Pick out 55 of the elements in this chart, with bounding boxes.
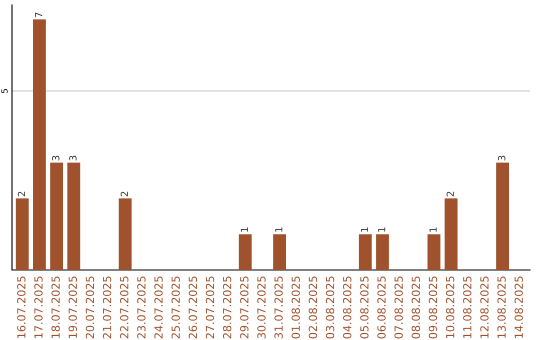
- x-tick-label: 16.07.2025: [17, 276, 26, 338]
- x-tick-label: 05.08.2025: [360, 276, 369, 338]
- data-label: 2: [18, 192, 25, 196]
- bar: [358, 234, 372, 270]
- x-tick-label: 29.07.2025: [240, 276, 248, 338]
- x-tick-label: 03.08.2025: [326, 276, 334, 338]
- x-tick-label: 19.07.2025: [68, 276, 77, 338]
- bar: [67, 162, 80, 270]
- data-label: 7: [35, 12, 42, 18]
- x-tick-label: 14.08.2025: [514, 276, 523, 338]
- x-tick-label: 09.08.2025: [428, 276, 438, 338]
- data-label: 1: [275, 228, 282, 232]
- bar: [16, 198, 29, 270]
- data-label: 1: [378, 228, 386, 232]
- x-tick-label: 23.07.2025: [137, 276, 146, 338]
- x-tick-label: 30.07.2025: [257, 276, 266, 338]
- bar: [50, 162, 64, 270]
- x-tick-label: 04.08.2025: [343, 276, 352, 338]
- data-label: 3: [498, 156, 506, 160]
- x-tick-label: 01.08.2025: [292, 276, 300, 338]
- x-tick-label: 10.08.2025: [446, 276, 454, 338]
- bar: [428, 234, 440, 270]
- data-label: 2: [446, 192, 454, 196]
- y-tick-label: 5: [1, 89, 8, 93]
- x-tick-label: 07.08.2025: [394, 276, 403, 338]
- x-tick-label: 21.07.2025: [102, 276, 112, 338]
- x-tick-label: 24.07.2025: [154, 276, 163, 338]
- bar: [238, 234, 252, 270]
- x-tick-label: 27.07.2025: [206, 276, 214, 338]
- x-tick-label: 02.08.2025: [308, 276, 318, 338]
- x-tick-label: 31.07.2025: [274, 276, 283, 338]
- bar: [496, 162, 509, 270]
- x-tick-label: 20.07.2025: [86, 276, 94, 338]
- x-tick-label: 25.07.2025: [171, 276, 180, 338]
- data-label: 2: [120, 192, 128, 196]
- x-tick-label: 26.07.2025: [188, 276, 198, 338]
- data-label: 3: [52, 156, 60, 160]
- x-tick-label: 17.07.2025: [34, 276, 43, 338]
- x-tick-label: 06.08.2025: [377, 276, 386, 338]
- bar: [444, 198, 458, 270]
- bar: [118, 198, 132, 270]
- x-tick-label: 28.07.2025: [222, 276, 232, 338]
- x-tick-label: 18.07.2025: [51, 276, 60, 338]
- x-tick-label: 12.08.2025: [480, 276, 489, 338]
- x-tick-label: 11.08.2025: [463, 276, 472, 338]
- data-label: 1: [240, 228, 248, 232]
- bar: [273, 234, 286, 270]
- data-label: 1: [430, 228, 437, 232]
- data-label: 1: [360, 228, 368, 232]
- x-tick-label: 13.08.2025: [497, 276, 506, 338]
- bar: [376, 234, 389, 270]
- x-tick-label: 22.07.2025: [120, 276, 128, 338]
- data-label: 3: [69, 156, 77, 160]
- x-tick-label: 08.08.2025: [412, 276, 420, 338]
- bar: [33, 19, 46, 270]
